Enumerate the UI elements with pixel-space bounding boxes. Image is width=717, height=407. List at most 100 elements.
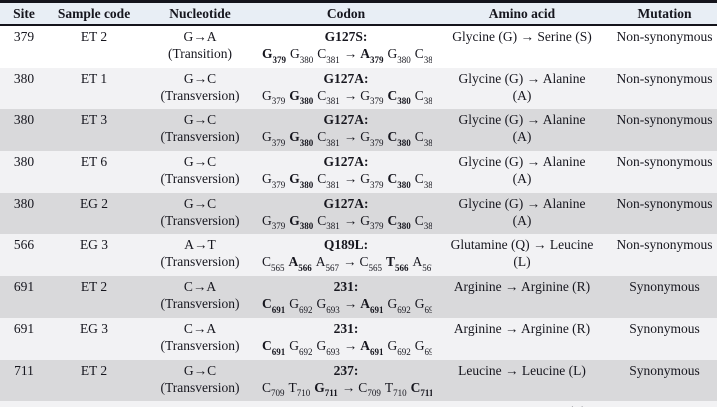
codon-position-subscript: 709 [367, 388, 381, 399]
codon-position-subscript: 380 [299, 138, 314, 149]
table-row: 379 ET 2 G→A (Transition) G127S: G379 G380 C381… [0, 25, 717, 68]
codon-base: C [358, 379, 368, 395]
amino-acid-line1: Leucine → Leucine (L) [434, 403, 610, 407]
codon-label: 231: [333, 320, 359, 336]
amino-acid-line1: Glycine (G) → Alanine [458, 154, 586, 170]
codon-position-subscript: 381 [423, 179, 432, 190]
mutation-cell: Non-synonymous [616, 112, 713, 128]
column-header-amino-acid: Amino acid [432, 1, 612, 26]
arrow-glyph: → [343, 87, 358, 103]
arrow-glyph: → [343, 254, 357, 270]
codon-base: A [360, 337, 370, 353]
nucleotide-change: G→C [183, 112, 217, 128]
mutation-cell: Non-synonymous [616, 29, 713, 44]
sample-code-cell: ET 3 [80, 112, 108, 128]
codon-position-subscript: 380 [397, 138, 411, 149]
arrow-glyph: → [343, 212, 358, 228]
codon-base: A [412, 254, 423, 270]
codon-position-subscript: 380 [397, 179, 411, 190]
nucleotide-change: G→C [183, 154, 217, 170]
codon-base: G [387, 46, 398, 61]
site-cell: 691 [13, 320, 35, 336]
codon-position-subscript: 567 [325, 263, 340, 274]
table-row: 380 ET 3 G→C (Transversion) G127A: G379 G380 C3… [0, 109, 717, 152]
codon-base: A [288, 254, 299, 270]
codon-base: T [288, 379, 297, 395]
nucleotide-cell: A→T (Transversion) [140, 234, 260, 276]
codon-base: G [289, 337, 299, 353]
codon-position-subscript: 381 [326, 96, 340, 107]
amino-acid-cell: Glycine (G) → Serine (S) [432, 25, 612, 68]
codon-base: G [262, 212, 272, 228]
sample-code-cell: ET 2 [80, 362, 108, 378]
codon-base: C [387, 212, 398, 228]
codon-position-subscript: 381 [423, 138, 432, 149]
codon-base: C [387, 129, 398, 145]
codon-position-subscript: 379 [272, 54, 287, 65]
column-header-codon: Codon [260, 1, 432, 26]
site-cell: 711 [0, 401, 48, 407]
table-header: Site Sample code Nucleotide Codon Amino … [0, 1, 717, 26]
arrow-glyph: → [343, 337, 358, 353]
nucleotide-change: G→C [183, 195, 217, 211]
codon-position-subscript: 380 [397, 221, 411, 232]
amino-acid-cell: Glycine (G) → Alanine (A) [432, 151, 612, 193]
site-cell: 380 [13, 70, 35, 86]
codon-position-subscript: 693 [326, 346, 340, 357]
codon-position-subscript: 381 [423, 54, 432, 65]
sample-code-cell: EG 3 [79, 320, 109, 336]
amino-acid-line1: Glutamine (Q) → Leucine [450, 237, 594, 253]
codon-position-subscript: 380 [299, 96, 314, 107]
codon-base: G [316, 296, 327, 312]
site-cell: 711 [14, 362, 34, 378]
codon-base: G [387, 296, 398, 312]
arrow-glyph: → [343, 171, 358, 187]
codon-base: G [414, 296, 425, 312]
codon-base: C [262, 379, 272, 395]
codon-position-subscript: 691 [370, 304, 384, 315]
arrow-glyph: → [343, 129, 358, 145]
nucleotide-type: (Transversion) [160, 337, 240, 353]
codon-position-subscript: 379 [271, 96, 286, 107]
codon-label: G127S: [324, 29, 368, 44]
amino-acid-line1: Glycine (G) → Alanine [458, 112, 586, 128]
codon-base: G [360, 129, 371, 145]
amino-acid-line2: (L) [513, 254, 531, 270]
site-cell: 380 [13, 195, 35, 211]
codon-position-subscript: 565 [271, 263, 285, 274]
codon-label: Q189L: [323, 237, 369, 253]
codon-label: 237: [333, 362, 359, 378]
codon-base: C [317, 46, 327, 61]
nucleotide-cell: G→C(Transversion) [140, 360, 260, 402]
codon-base: C [317, 87, 327, 103]
codon-position-subscript: 380 [299, 54, 314, 65]
codon-base: A [315, 254, 326, 270]
site-cell: 379 [13, 29, 35, 44]
table-body: 379 ET 2 G→A (Transition) G127S: G379 G380 C381… [0, 25, 717, 407]
codon-position-subscript: 379 [370, 221, 384, 232]
codon-label: G127A: [323, 70, 369, 86]
codon-base: G [289, 212, 300, 228]
nucleotide-cell: G→C(Transversion) [140, 151, 260, 193]
codon-position-subscript: 711 [324, 388, 338, 399]
codon-position-subscript: 379 [271, 179, 286, 190]
table-row: 380 ET 6 G→C (Transversion) G127A: G379 G380 C3… [0, 151, 717, 193]
mutation-cell: Synonymous [612, 401, 717, 407]
mutation-cell: Non-synonymous [616, 154, 713, 170]
codon-base: C [317, 171, 327, 187]
codon-base: G [360, 212, 371, 228]
table-row: 380 EG 2 G→C (Transversion) G127A: G379 G380 C3… [0, 192, 717, 235]
amino-acid-cell: Glycine (G) → Alanine (A) [432, 193, 612, 235]
codon-sequence: C709 T710 G711 → C709 T710 C711 [262, 379, 432, 402]
